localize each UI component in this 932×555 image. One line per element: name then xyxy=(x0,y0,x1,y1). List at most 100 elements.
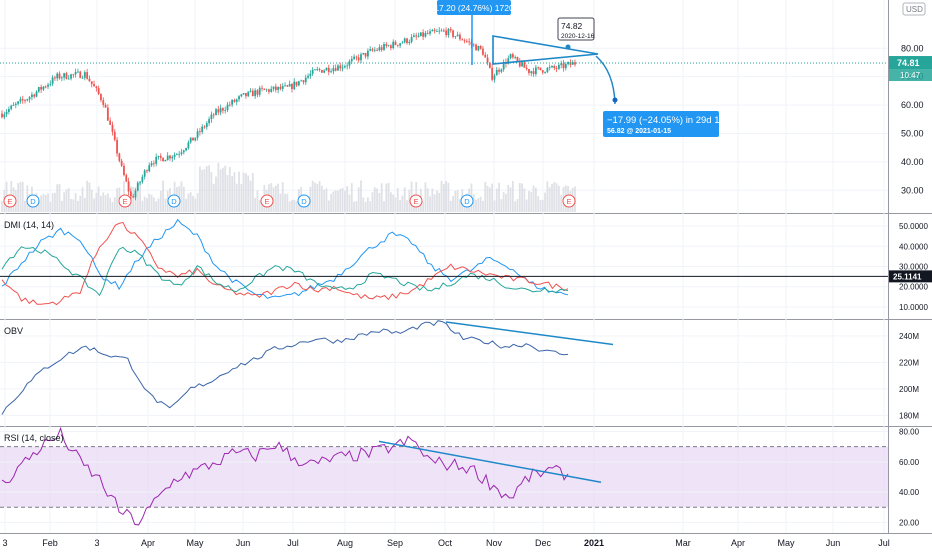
candle xyxy=(120,160,123,166)
candle xyxy=(187,142,190,148)
price-badge xyxy=(889,56,932,70)
projection-target-dot[interactable] xyxy=(612,97,618,103)
volume-bar xyxy=(245,173,247,212)
currency-box[interactable] xyxy=(902,2,926,16)
volume-bar xyxy=(426,188,429,212)
obv-label: OBV xyxy=(4,326,23,336)
volume-bar xyxy=(194,198,197,212)
candle xyxy=(247,91,250,97)
candle xyxy=(17,101,20,104)
candle xyxy=(560,63,563,65)
volume-bar xyxy=(541,199,544,212)
candle xyxy=(159,155,162,158)
event-marker-label: E xyxy=(264,197,269,206)
volume-bar xyxy=(233,172,236,212)
dividend-marker[interactable] xyxy=(297,194,311,208)
volume-bar xyxy=(438,192,441,212)
candle xyxy=(129,191,132,197)
triangle-pattern[interactable] xyxy=(492,35,599,65)
candle xyxy=(392,41,395,49)
earnings-marker[interactable] xyxy=(260,194,274,208)
obv-tick-label: 180M xyxy=(899,411,919,420)
earnings-marker[interactable] xyxy=(3,194,17,208)
earnings-marker[interactable] xyxy=(409,194,423,208)
candle xyxy=(548,67,551,69)
volume-bar xyxy=(327,200,330,212)
candle xyxy=(141,176,144,182)
volume-bar xyxy=(58,183,61,212)
candle xyxy=(509,54,512,59)
volume-bar xyxy=(553,181,556,212)
volume-bar xyxy=(325,188,328,212)
volume-bar xyxy=(67,188,70,212)
earnings-marker[interactable] xyxy=(562,194,576,208)
candle xyxy=(445,30,448,36)
rsi-line xyxy=(1,426,569,526)
candle xyxy=(116,139,118,154)
dmi-level-badge xyxy=(889,270,932,283)
volume-bar xyxy=(557,185,560,212)
volume-bar xyxy=(293,199,296,212)
volume-bar xyxy=(104,195,107,212)
candle xyxy=(452,30,454,37)
time-tick-label: 3 xyxy=(2,538,7,548)
candle xyxy=(528,69,530,74)
candle xyxy=(394,41,397,45)
candle xyxy=(155,156,158,164)
volume-bar xyxy=(491,183,494,212)
dividend-marker[interactable] xyxy=(167,194,181,208)
candle xyxy=(362,52,365,55)
candle xyxy=(567,62,569,65)
candle xyxy=(488,62,491,68)
candle xyxy=(272,86,275,89)
candle xyxy=(148,165,151,172)
candle xyxy=(571,62,574,65)
obv-trendline[interactable] xyxy=(445,321,614,346)
volume-bar xyxy=(479,196,482,212)
volume-bar xyxy=(534,187,537,212)
volume-bar xyxy=(330,194,332,212)
dmi-series-line xyxy=(1,218,569,299)
rsi-trendline[interactable] xyxy=(378,440,602,484)
dmi-series-line xyxy=(1,221,569,306)
projection-label-box[interactable] xyxy=(603,111,719,137)
candle xyxy=(383,44,385,50)
volume-bar xyxy=(408,189,411,212)
volume-bar xyxy=(185,198,187,212)
pattern-anchor[interactable] xyxy=(565,44,571,50)
earnings-marker[interactable] xyxy=(118,194,132,208)
candle xyxy=(8,109,10,113)
candle xyxy=(410,36,413,42)
rsi-tick-label: 40.00 xyxy=(899,488,920,497)
rsi-band xyxy=(0,446,888,508)
volume-bar xyxy=(150,194,153,212)
volume-bar xyxy=(511,181,514,212)
volume-bar xyxy=(146,198,148,212)
volume-bar xyxy=(507,184,510,212)
volume-bar xyxy=(318,181,321,212)
candle xyxy=(440,30,443,32)
volume-bar xyxy=(348,194,351,212)
volume-bar xyxy=(452,196,454,212)
volume-bar xyxy=(530,192,533,212)
candle xyxy=(102,100,105,105)
volume-bar xyxy=(72,199,75,212)
candle xyxy=(171,156,174,159)
candle xyxy=(245,93,247,97)
currency-label: USD xyxy=(906,5,923,14)
dividend-marker[interactable] xyxy=(460,194,474,208)
volume-bar xyxy=(256,190,259,212)
volume-bar xyxy=(180,181,183,212)
candle xyxy=(436,31,438,32)
candle xyxy=(403,38,406,43)
time-tick-label: Oct xyxy=(438,538,453,548)
rsi-label: RSI (14, close) xyxy=(4,433,64,443)
volume-bar xyxy=(217,162,220,212)
candle xyxy=(373,49,376,51)
volume-bar xyxy=(525,199,528,212)
candle xyxy=(387,45,390,47)
price-tick-label: 50.00 xyxy=(901,128,924,138)
price-note-box[interactable] xyxy=(557,17,595,41)
dividend-marker[interactable] xyxy=(26,194,40,208)
